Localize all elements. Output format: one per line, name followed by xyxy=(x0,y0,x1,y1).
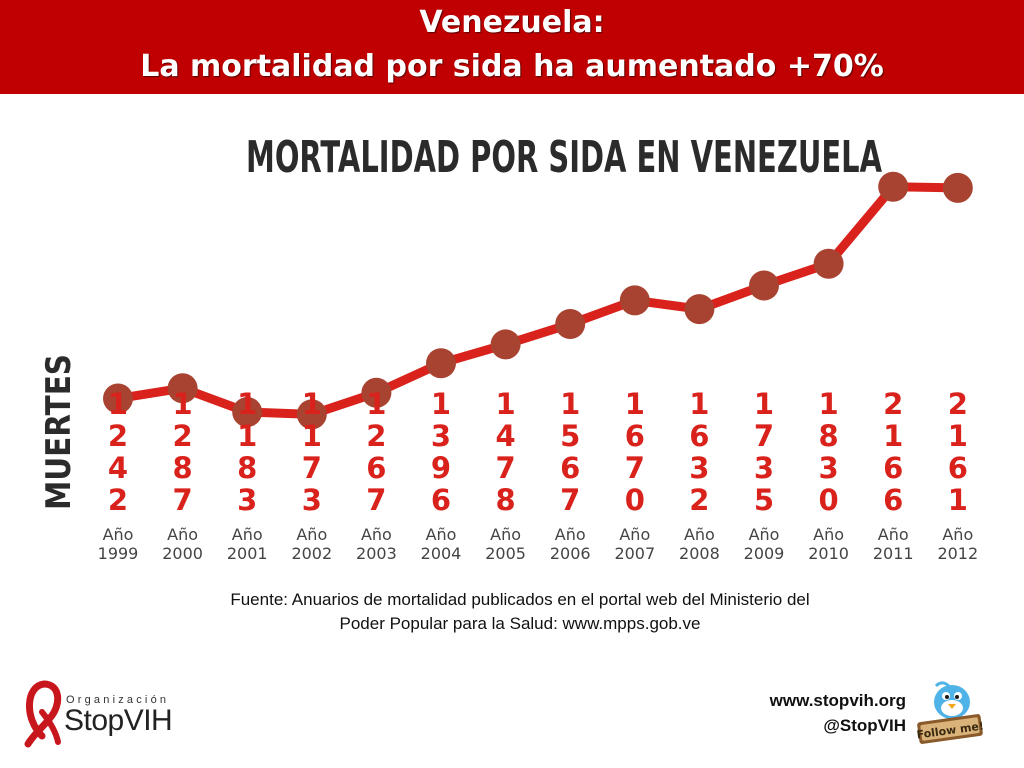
header-banner: Venezuela: La mortalidad por sida ha aum… xyxy=(0,0,1024,94)
source-note: Fuente: Anuarios de mortalidad publicado… xyxy=(150,588,890,636)
data-point xyxy=(684,294,715,325)
series-line xyxy=(113,182,963,419)
category-label: Año 2004 xyxy=(421,525,462,563)
header-title-line1: Venezuela: xyxy=(419,5,605,40)
data-point xyxy=(878,171,909,202)
data-point xyxy=(619,285,650,316)
data-point xyxy=(426,348,456,379)
category-label: Año 1999 xyxy=(98,525,139,563)
source-line2: Poder Popular para la Salud: www.mpps.go… xyxy=(339,614,701,633)
logo-name: StopVIH xyxy=(64,704,173,737)
data-point xyxy=(167,373,198,404)
data-point xyxy=(555,309,586,340)
category-label: Año 2010 xyxy=(808,525,849,563)
data-point xyxy=(361,377,392,408)
twitter-bird-icon[interactable]: Follow me! xyxy=(914,680,986,750)
category-label: Año 2002 xyxy=(291,525,332,563)
contact-block: www.stopvih.org @StopVIH xyxy=(770,688,906,738)
data-point xyxy=(942,172,973,203)
data-point xyxy=(490,329,521,360)
website-link[interactable]: www.stopvih.org xyxy=(769,691,906,710)
category-label: Año 2008 xyxy=(679,525,720,563)
category-label: Año 2000 xyxy=(162,525,203,563)
data-point xyxy=(813,248,844,279)
mortality-chart: MORTALIDAD POR SIDA EN VENEZUELA MUERTES… xyxy=(39,132,978,563)
category-label: Año 2003 xyxy=(356,525,397,563)
category-label: Año 2007 xyxy=(614,525,655,563)
data-point xyxy=(232,397,263,428)
category-label: Año 2009 xyxy=(744,525,785,563)
red-ribbon-icon xyxy=(24,680,62,748)
header-title-line2: La mortalidad por sida ha aumentado +70% xyxy=(140,49,884,84)
chart-title: MORTALIDAD POR SIDA EN VENEZUELA xyxy=(246,132,882,183)
category-label: Año 2001 xyxy=(227,525,268,563)
category-label: Año 2011 xyxy=(873,525,914,563)
logo-subtitle: Organización xyxy=(66,694,170,706)
data-point xyxy=(103,383,133,414)
twitter-handle[interactable]: @StopVIH xyxy=(823,716,906,735)
source-line1: Fuente: Anuarios de mortalidad publicado… xyxy=(230,590,810,609)
category-label: Año 2012 xyxy=(937,525,978,563)
category-label: Año 2005 xyxy=(485,525,526,563)
category-label: Año 2006 xyxy=(550,525,591,563)
data-point xyxy=(296,399,327,430)
y-axis-label: MUERTES xyxy=(39,354,79,510)
data-point xyxy=(749,270,779,301)
